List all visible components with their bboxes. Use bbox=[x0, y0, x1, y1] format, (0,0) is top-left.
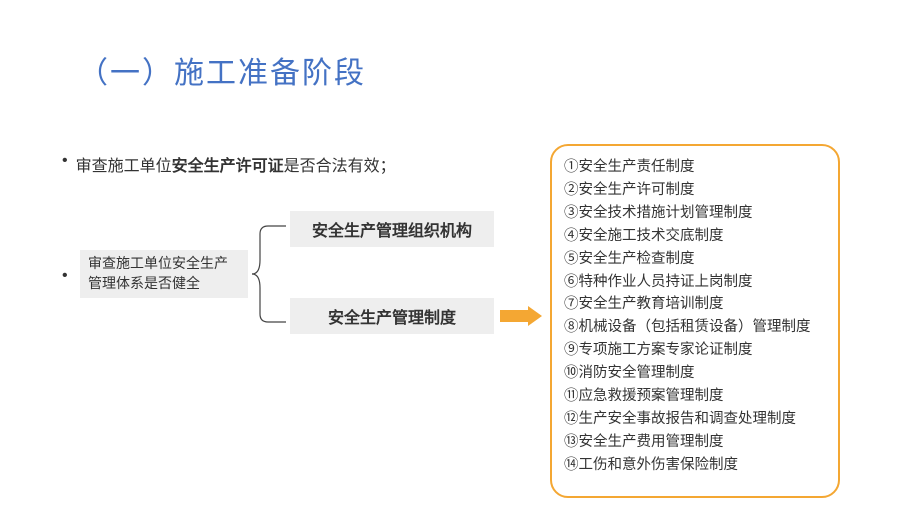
list-item: ⑭工伤和意外伤害保险制度 bbox=[564, 454, 826, 477]
right-box-org-text: 安全生产管理组织机构 bbox=[312, 217, 472, 241]
bullet-dot: • bbox=[62, 152, 68, 170]
bullet-1-bold: 安全生产许可证 bbox=[172, 158, 284, 175]
right-box-org: 安全生产管理组织机构 bbox=[290, 211, 494, 247]
left-box-text: 审查施工单位安全生产管理体系是否健全 bbox=[88, 254, 240, 293]
list-item: ⑨专项施工方案专家论证制度 bbox=[564, 339, 826, 362]
list-item: ①安全生产责任制度 bbox=[564, 156, 826, 179]
list-item: ⑦安全生产教育培训制度 bbox=[564, 293, 826, 316]
bracket-icon bbox=[252, 220, 286, 328]
list-item: ⑤安全生产检查制度 bbox=[564, 248, 826, 271]
list-item: ⑩消防安全管理制度 bbox=[564, 362, 826, 385]
list-item: ③安全技术措施计划管理制度 bbox=[564, 202, 826, 225]
bullet-1: • 审查施工单位安全生产许可证是否合法有效； bbox=[62, 152, 396, 176]
list-item: ②安全生产许可制度 bbox=[564, 179, 826, 202]
list-item: ⑫生产安全事故报告和调查处理制度 bbox=[564, 408, 826, 431]
list-item: ⑧机械设备（包括租赁设备）管理制度 bbox=[564, 316, 826, 339]
page-title: （一）施工准备阶段 bbox=[78, 48, 366, 92]
bullet-1-text: 审查施工单位安全生产许可证是否合法有效； bbox=[76, 152, 396, 176]
bullet-1-post: 是否合法有效； bbox=[284, 158, 396, 175]
list-item: ④安全施工技术交底制度 bbox=[564, 225, 826, 248]
list-item: ⑥特种作业人员持证上岗制度 bbox=[564, 271, 826, 294]
bullet-1-pre: 审查施工单位 bbox=[76, 158, 172, 175]
right-box-system: 安全生产管理制度 bbox=[290, 298, 494, 334]
list-item: ⑬安全生产费用管理制度 bbox=[564, 431, 826, 454]
system-list-box: ①安全生产责任制度②安全生产许可制度③安全技术措施计划管理制度④安全施工技术交底… bbox=[550, 144, 840, 498]
bullet-2-dot: • bbox=[62, 267, 68, 285]
left-box: 审查施工单位安全生产管理体系是否健全 bbox=[80, 250, 248, 298]
right-box-system-text: 安全生产管理制度 bbox=[328, 304, 456, 328]
arrow-icon bbox=[500, 306, 542, 326]
list-item: ⑪应急救援预案管理制度 bbox=[564, 385, 826, 408]
